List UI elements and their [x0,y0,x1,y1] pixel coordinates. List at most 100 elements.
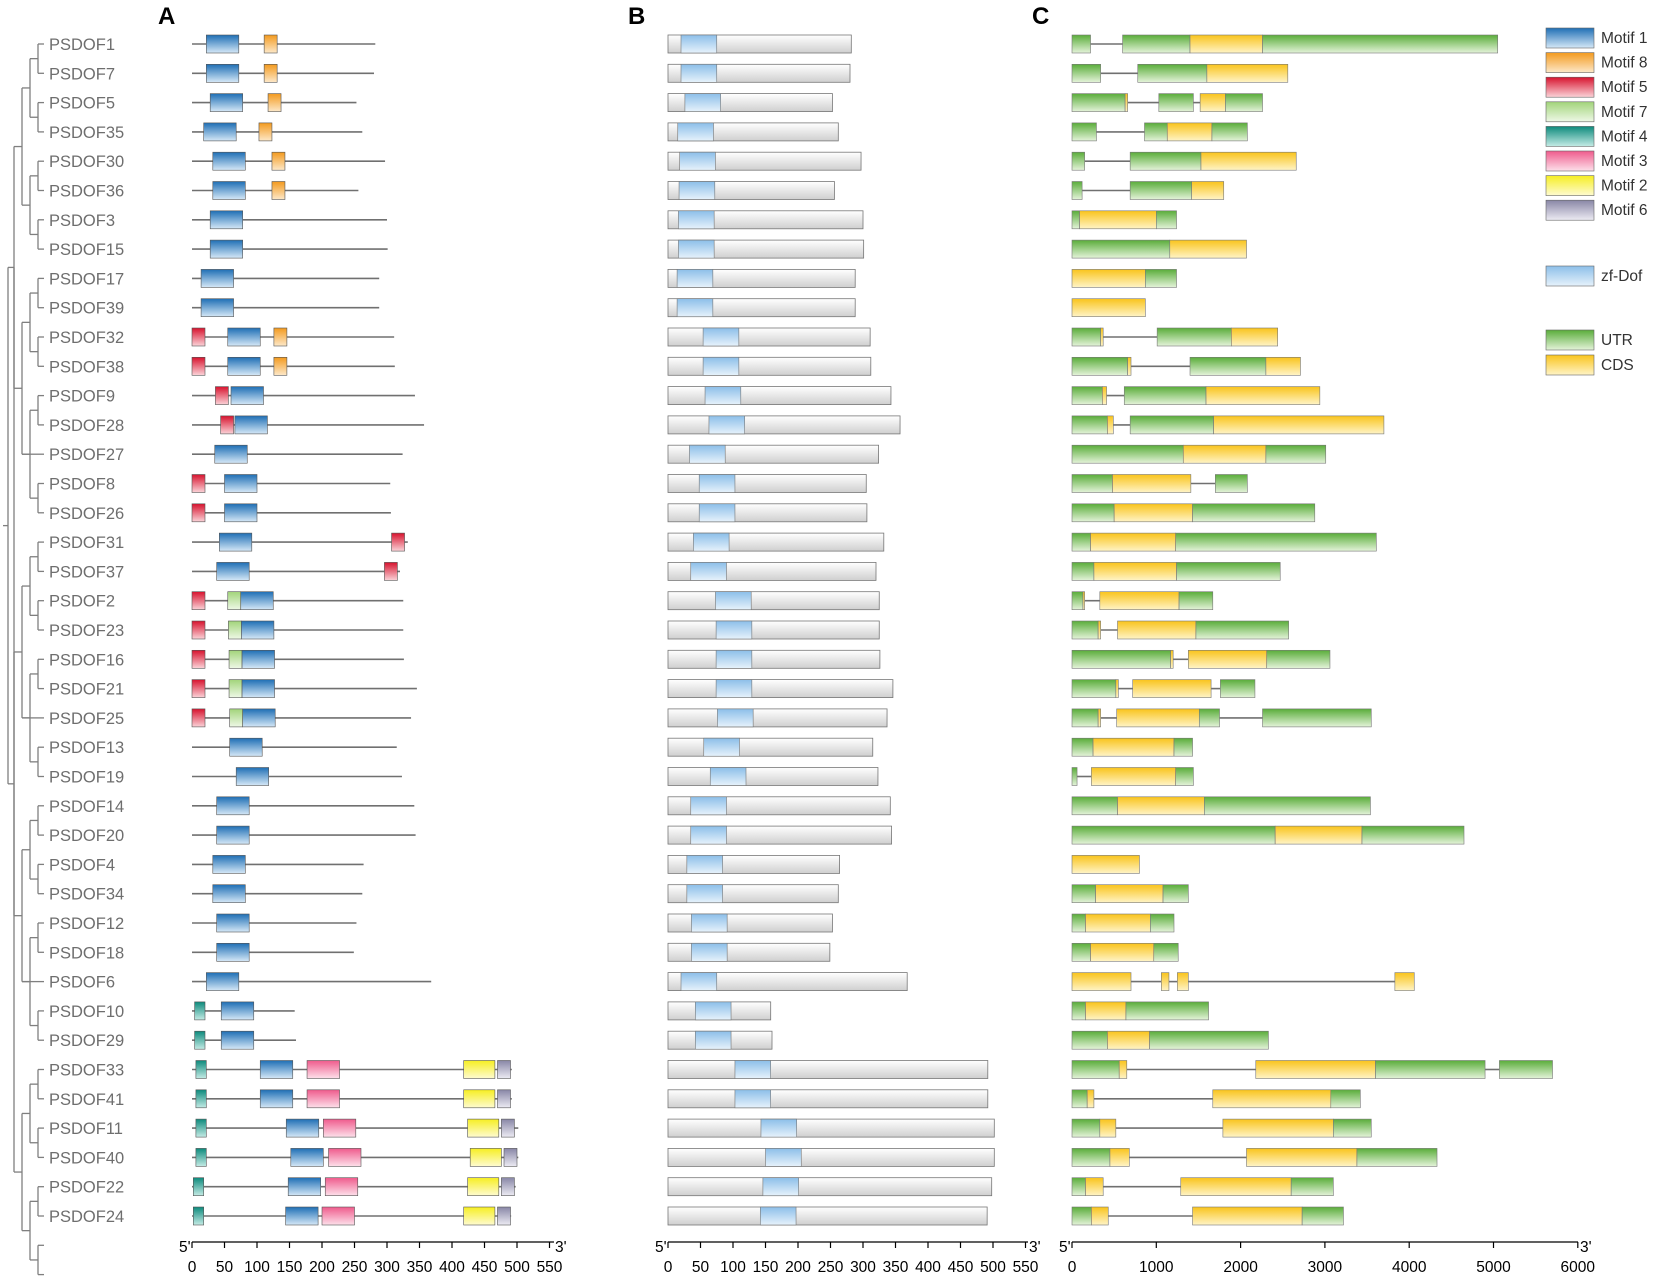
tick-label-2000: 2000 [1223,1259,1258,1276]
structure-row-psdof11 [1071,1118,1372,1138]
motif-motif-5-box [191,708,206,728]
zf-dof-domain-box [760,1118,798,1138]
motif-motif-7-box [229,708,243,728]
utr-segment [1071,503,1115,523]
zf-dof-domain-box [698,503,736,523]
motif-motif-1-box [241,649,275,669]
utr-segment [1176,562,1281,581]
cds-segment [1124,93,1128,112]
cds-segment [1265,356,1301,376]
cds-segment [1097,620,1101,640]
tick-label-400: 400 [439,1259,465,1276]
gene-label-psdof13: PSDOF13 [49,739,124,757]
motif-motif-8-box [263,34,278,54]
tick-label-0: 0 [188,1259,197,1276]
domain-row-psdof35 [667,122,839,142]
gene-label-psdof15: PSDOF15 [49,241,124,259]
utr-segment [1071,1177,1086,1196]
protein-bar [667,708,888,728]
motif-motif-5-box [191,327,206,347]
gene-label-psdof23: PSDOF23 [49,622,124,640]
protein-bar [667,474,867,493]
protein-bar [667,591,880,611]
motif-row-psdof5 [192,93,357,112]
utr-segment [1071,327,1101,347]
motif-row-psdof22 [192,1177,516,1196]
structure-row-psdof33 [1071,1060,1553,1079]
motif-motif-1-box [206,64,240,83]
domain-row-psdof27 [667,444,880,464]
utr-segment [1262,708,1372,728]
legend-swatch [1545,265,1595,287]
zf-dof-domain-box [691,913,728,933]
motif-motif-7-box [228,649,243,669]
motif-motif-4-box [193,1177,205,1196]
cds-segment [1102,386,1107,405]
domain-row-psdof2 [667,591,880,611]
motif-motif-1-box [209,93,243,112]
gene-label-psdof3: PSDOF3 [49,212,115,230]
utr-segment [1175,767,1194,786]
utr-segment [1071,532,1091,552]
structure-row-psdof37 [1071,562,1281,581]
cds-segment [1255,1060,1376,1079]
tick-label-300: 300 [850,1259,876,1276]
utr-segment [1071,239,1171,259]
domain-row-psdof20 [667,825,893,845]
legend-label: Motif 2 [1601,178,1648,195]
motif-row-psdof29 [192,1030,296,1050]
protein-bar [667,503,868,523]
legend-item-motif-7: Motif 7 [1545,101,1648,123]
cds-segment [1199,93,1226,112]
domain-row-psdof1 [667,34,852,54]
tick-label-100: 100 [720,1259,746,1276]
motif-motif-8-box [258,122,273,142]
utr-segment [1071,1089,1088,1109]
zf-dof-domain-box [689,444,726,464]
zf-dof-domain-box [680,64,718,83]
domain-row-psdof17 [667,268,856,288]
gene-label-psdof4: PSDOF4 [49,856,115,874]
motif-motif-5-box [191,474,206,493]
zf-dof-domain-box [703,737,740,757]
structure-row-psdof21 [1071,679,1256,698]
utr-segment [1189,356,1267,376]
zf-dof-domain-box [708,415,746,435]
domain-row-psdof23 [667,620,880,640]
panel-a-motifs [191,34,519,1226]
structure-row-psdof8 [1071,474,1248,493]
protein-bar [667,327,871,347]
utr-segment [1071,1148,1111,1167]
utr-segment [1220,679,1256,698]
legend-item-motif-5: Motif 5 [1545,76,1648,98]
zf-dof-domain-box [717,708,754,728]
utr-segment [1204,796,1371,816]
domain-row-psdof22 [667,1177,993,1197]
cds-segment [1099,1118,1117,1138]
utr-segment [1071,64,1101,83]
structure-row-psdof35 [1071,122,1248,142]
domain-row-psdof37 [667,562,877,581]
structure-row-psdof16 [1071,649,1331,669]
protein-bar [667,268,856,288]
motif-row-psdof30 [192,151,386,171]
cds-segment [1112,474,1192,493]
motif-row-psdof16 [191,649,404,669]
cds-segment [1097,708,1101,728]
utr-segment [1145,269,1177,288]
utr-segment [1175,532,1377,552]
utr-segment [1071,737,1094,757]
zf-dof-domain-box [715,679,753,698]
motif-motif-2-box [467,1177,500,1196]
structure-row-psdof17 [1071,269,1177,288]
utr-segment [1149,1030,1269,1050]
gene-label-psdof1: PSDOF1 [49,36,115,54]
motif-motif-5-box [191,620,206,640]
motif-motif-1-box [234,415,268,435]
motif-motif-1-box [216,913,250,933]
motif-motif-1-box [212,181,246,200]
cds-segment [1231,327,1278,347]
motif-row-psdof21 [191,679,417,698]
cds-segment [1090,942,1155,962]
utr-segment [1122,34,1191,54]
